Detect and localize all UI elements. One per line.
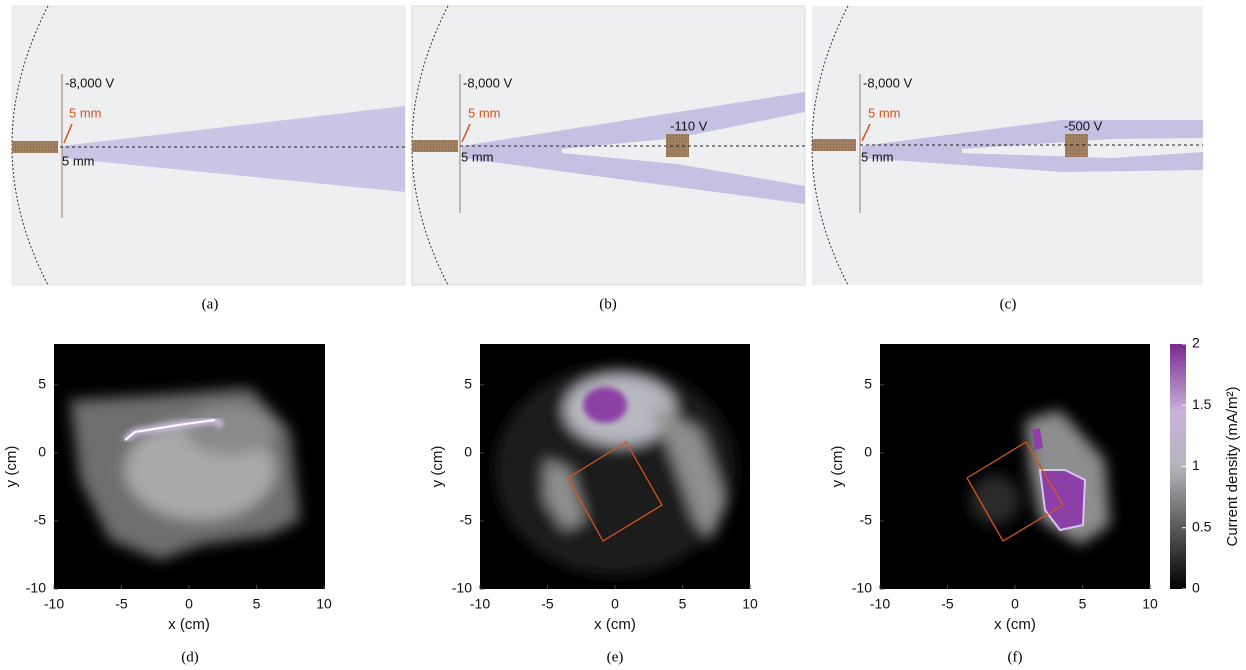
colorbar-label: Current density (mA/m²) bbox=[1224, 386, 1241, 546]
x-tick-label: 5 bbox=[253, 596, 261, 612]
x-tick-label: -5 bbox=[541, 596, 554, 612]
target-voltage: -500 V bbox=[1064, 118, 1103, 133]
x-tick-label: 10 bbox=[742, 596, 758, 612]
plot-bg bbox=[880, 344, 1150, 589]
x-tick-label: -10 bbox=[470, 596, 490, 612]
y-tick-label: -5 bbox=[860, 512, 873, 528]
y-tick-label: -10 bbox=[852, 580, 872, 596]
beam bbox=[62, 106, 405, 192]
y-tick-label: -10 bbox=[452, 580, 472, 596]
colorbar-tick-label: 0 bbox=[1192, 580, 1200, 596]
y-tick-label: 0 bbox=[464, 444, 472, 460]
hot-edge bbox=[124, 419, 216, 441]
y-tick-label: 5 bbox=[38, 376, 46, 392]
x-tick-label: 0 bbox=[1011, 596, 1019, 612]
gap-label: 5 mm bbox=[69, 105, 102, 120]
emitter bbox=[812, 139, 856, 151]
x-tick-label: 0 bbox=[611, 596, 619, 612]
beam bbox=[862, 120, 1203, 172]
heatmap-d bbox=[54, 344, 325, 589]
gap-label: 5 mm bbox=[868, 105, 901, 120]
source-voltage: -8,000 V bbox=[863, 75, 912, 90]
x-tick-label: -5 bbox=[115, 596, 128, 612]
x-tick-label: -10 bbox=[44, 596, 64, 612]
target-voltage: -110 V bbox=[670, 118, 708, 133]
emitter bbox=[12, 141, 58, 153]
arrow bbox=[461, 123, 471, 143]
arrow bbox=[861, 123, 871, 142]
colorbar-tick-label: 1 bbox=[1192, 457, 1200, 473]
gap-label: 5 mm bbox=[62, 153, 95, 168]
hot-spot bbox=[1032, 428, 1043, 450]
electrode-outline bbox=[567, 441, 663, 542]
gap-label: 5 mm bbox=[461, 149, 494, 164]
x-tick-label: 5 bbox=[679, 596, 687, 612]
y-axis-label: y (cm) bbox=[829, 446, 846, 488]
x-axis-label: x (cm) bbox=[168, 616, 210, 633]
x-axis-label: x (cm) bbox=[594, 616, 636, 633]
density-blob bbox=[70, 388, 300, 560]
caption: (b) bbox=[599, 296, 617, 312]
caption: (e) bbox=[607, 649, 624, 665]
y-tick-label: -5 bbox=[460, 512, 473, 528]
arrow bbox=[63, 123, 73, 144]
electrode-outline bbox=[966, 441, 1064, 542]
caption: (a) bbox=[202, 296, 219, 312]
x-tick-label: 5 bbox=[1079, 596, 1087, 612]
caption: (f) bbox=[1008, 649, 1023, 665]
gap-label: 5 mm bbox=[468, 105, 501, 120]
heatmap-f bbox=[880, 344, 1150, 589]
gap-label: 5 mm bbox=[861, 149, 894, 164]
x-tick-label: -10 bbox=[870, 596, 890, 612]
x-tick-label: -5 bbox=[941, 596, 954, 612]
hot-spot bbox=[583, 387, 627, 423]
emitter bbox=[412, 140, 458, 152]
sim-panel-c: -8,000 V 5 mm 5 mm -500 V bbox=[811, 5, 1203, 286]
y-tick-label: -5 bbox=[34, 512, 47, 528]
colorbar-tick-label: 2 bbox=[1192, 335, 1200, 351]
beam bbox=[462, 92, 805, 204]
x-tick-label: 10 bbox=[1142, 596, 1158, 612]
y-tick-label: 0 bbox=[864, 444, 872, 460]
y-axis-label: y (cm) bbox=[429, 446, 446, 488]
colorbar-tick-label: 0.5 bbox=[1192, 518, 1212, 534]
caption: (d) bbox=[181, 649, 199, 665]
y-tick-label: 5 bbox=[464, 376, 472, 392]
caption: (c) bbox=[1000, 296, 1017, 312]
source-voltage: -8,000 V bbox=[65, 75, 114, 90]
sim-panel-a: -8,000 V 5 mm 5 mm bbox=[11, 5, 406, 286]
y-tick-label: 5 bbox=[864, 376, 872, 392]
source-voltage: -8,000 V bbox=[463, 75, 512, 90]
heatmap-e bbox=[480, 344, 750, 589]
x-tick-label: 0 bbox=[185, 596, 193, 612]
x-tick-label: 10 bbox=[316, 596, 332, 612]
colorbar-tick-label: 1.5 bbox=[1192, 396, 1212, 412]
x-axis-label: x (cm) bbox=[994, 616, 1036, 633]
y-axis-label: y (cm) bbox=[3, 446, 20, 488]
y-tick-label: 0 bbox=[38, 444, 46, 460]
sim-panel-b: -8,000 V 5 mm 5 mm -110 V bbox=[411, 5, 806, 286]
y-tick-label: -10 bbox=[26, 580, 46, 596]
